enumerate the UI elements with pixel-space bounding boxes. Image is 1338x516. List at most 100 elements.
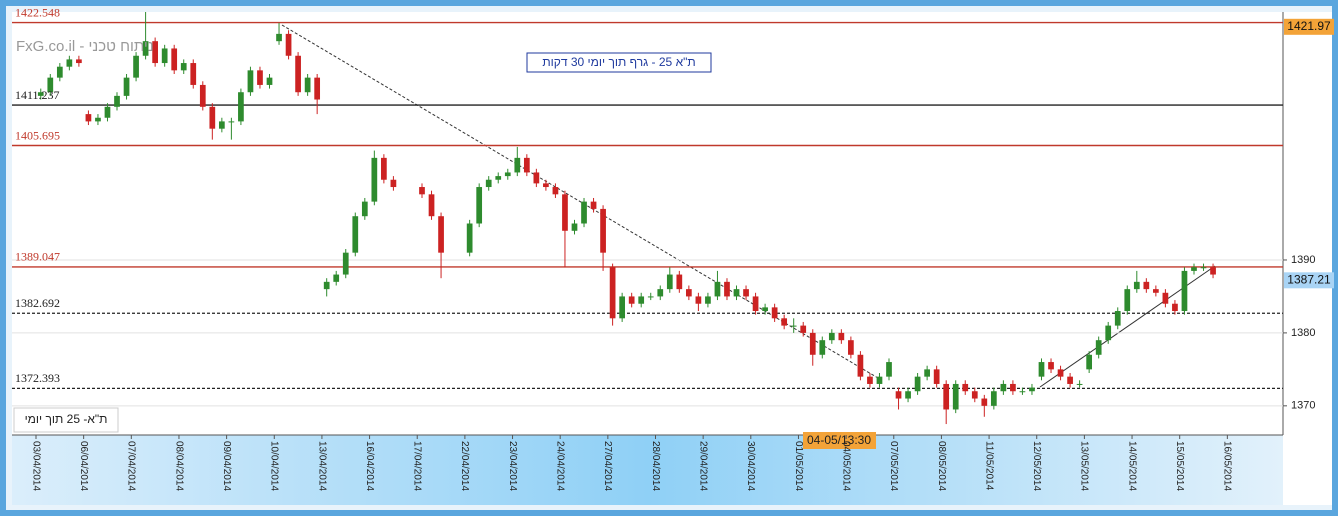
candle-body [190,63,197,85]
candle-body [285,33,292,56]
candle-body [962,383,969,392]
candle-body [1038,362,1045,377]
candle-body [1124,289,1131,312]
crosshair-box [803,432,876,449]
candle-body [1210,267,1216,275]
x-tick-label: 07/04/2014 [126,441,137,491]
candle-body [819,340,826,355]
candle-body [1105,325,1112,341]
footer-label: ת"א- 25 תוך יומי [25,412,108,426]
candle-body [752,296,759,312]
candle-body [1019,391,1026,393]
candle-body [371,157,378,202]
x-tick-label: 13/04/2014 [316,441,327,491]
candle-body [685,289,692,297]
candle-body [66,59,73,67]
candle-body [1153,289,1159,293]
candle-body [924,369,930,377]
x-tick-label: 08/05/2014 [936,441,947,491]
candle-body [981,398,988,406]
candle-body [695,296,702,304]
x-tick-label: 03/04/2014 [30,441,41,491]
candle-body [199,84,206,107]
marks [12,12,1283,425]
candle-body [838,332,845,341]
candle-body [1029,387,1035,392]
footer-box [13,407,119,433]
candle-body [1095,340,1102,355]
candle-body [466,223,473,253]
candle-body [161,48,168,64]
candle-body [543,183,549,188]
candle-body [419,187,425,195]
x-tick-label: 28/04/2014 [650,441,661,491]
high-marker-box [1284,18,1334,35]
candle-body [438,216,444,253]
candle-body [590,201,597,209]
plot-area [12,12,1283,435]
candle-body [886,362,892,377]
x-tick-label: 12/05/2014 [1031,441,1042,491]
candle-body [304,77,311,93]
candle-body [1067,376,1073,384]
candle-body [85,114,92,122]
candle-body [352,216,359,253]
candle-body [914,376,921,392]
candle-body [381,157,387,180]
candle-body [895,391,902,399]
candle-body [867,376,873,384]
x-tick-label: 04/05/2014 [840,441,851,491]
candle-body [1200,267,1207,269]
candle-body [142,41,149,56]
x-tick-label: 11/05/2014 [983,441,994,491]
candle-body [266,77,273,85]
high-marker: 1421.97 [1287,19,1331,33]
candle-body [247,70,254,93]
candle-body [47,77,54,93]
x-tick-label: 23/04/2014 [507,441,518,491]
candle-body [638,296,645,304]
candle-body [485,179,492,188]
candle-body [1048,362,1054,370]
candle-body [295,55,301,93]
candle-body [1133,281,1140,290]
candle-body [495,176,502,180]
candle-body [905,391,911,399]
candle-body [238,92,244,122]
level-label: 1405.695 [15,128,60,142]
candle-body [848,340,854,355]
candle-body [1057,369,1064,377]
level-label: 1389.047 [15,250,60,264]
level-label: 1372.393 [15,371,60,385]
candle-body [514,157,521,173]
y-tick-label: 1370 [1291,400,1315,412]
x-tick-label: 06/04/2014 [78,441,89,491]
candle-body [504,172,511,177]
candle-body [171,48,178,71]
down-trend-line [281,24,879,379]
candle-body [476,187,483,224]
candle-body [552,187,559,195]
crosshair-label: 04-05/13:30 [807,433,871,447]
candle-body [209,106,216,129]
x-tick-label: 16/04/2014 [364,441,375,491]
x-tick-label: 30/04/2014 [745,441,756,491]
x-tick-label: 27/04/2014 [602,441,613,491]
candle-body [600,208,606,253]
candle-body [323,281,330,290]
candle-body [933,369,940,384]
candle-body [56,66,63,78]
x-axis-area [12,435,1283,505]
candle-body [657,289,664,297]
candle-body [428,194,435,217]
candle-body [714,281,721,297]
x-tick-label: 24/04/2014 [555,441,566,491]
level-label: 1382.692 [15,296,60,310]
candle-body [228,121,235,123]
x-tick-label: 14/05/2014 [1126,441,1137,491]
last-price-box [1284,272,1334,289]
candle-body [314,77,321,100]
y-tick-label: 1380 [1291,327,1315,339]
candle-body [790,325,797,327]
